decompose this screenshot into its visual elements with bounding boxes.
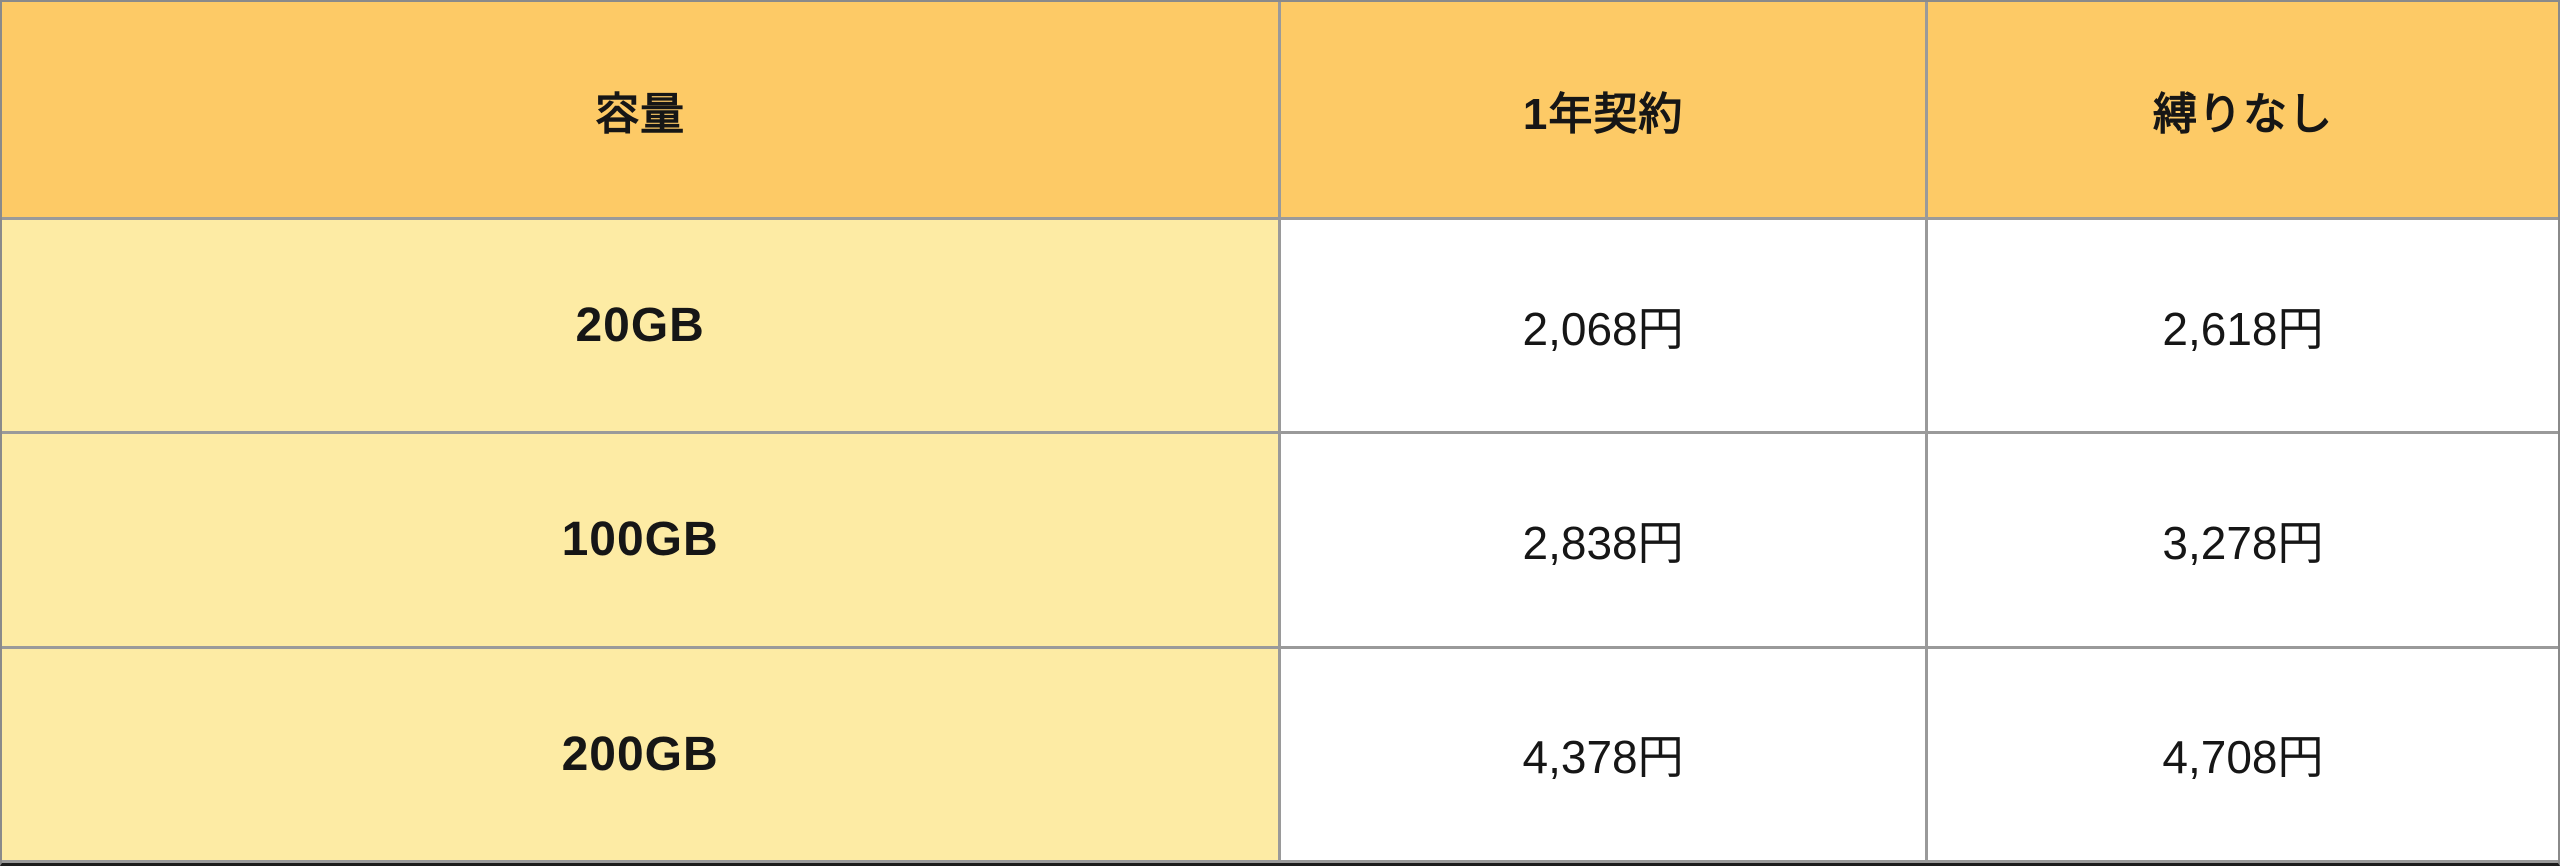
capacity-cell: 100GB — [2, 434, 1282, 646]
price-cell-one-year: 4,378円 — [1281, 648, 1928, 860]
column-header-no-contract: 縛りなし — [1927, 2, 2558, 217]
price-cell-no-contract: 3,278円 — [1927, 434, 2558, 646]
table-header-row: 容量 1年契約 縛りなし — [2, 2, 2558, 217]
price-cell-no-contract: 4,708円 — [1927, 648, 2558, 860]
capacity-cell: 20GB — [2, 220, 1282, 432]
table-row-100gb: 100GB 2,838円 3,278円 — [2, 431, 2558, 646]
column-header-capacity: 容量 — [2, 2, 1282, 217]
price-cell-one-year: 2,068円 — [1281, 220, 1928, 432]
table-row-20gb: 20GB 2,068円 2,618円 — [2, 217, 2558, 432]
price-cell-no-contract: 2,618円 — [1927, 220, 2558, 432]
price-cell-one-year: 2,838円 — [1281, 434, 1928, 646]
column-header-one-year-contract: 1年契約 — [1281, 2, 1928, 217]
capacity-cell: 200GB — [2, 648, 1282, 860]
table-row-200gb: 200GB 4,378円 4,708円 — [2, 645, 2558, 863]
